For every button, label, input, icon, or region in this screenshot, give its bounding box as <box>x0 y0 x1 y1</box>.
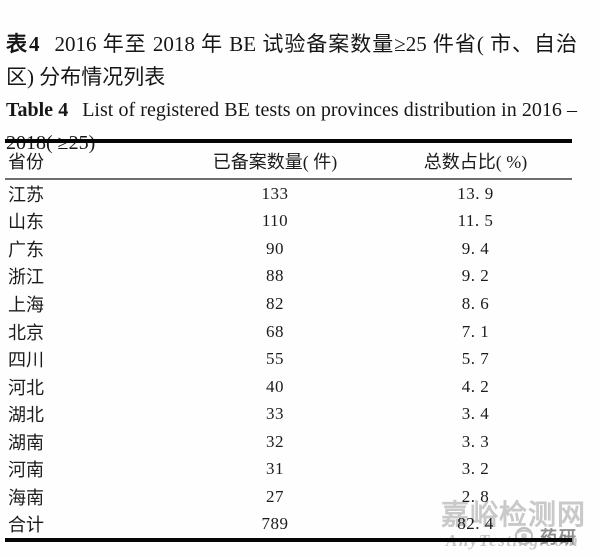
table-row: 湖北 33 3. 4 <box>5 400 572 428</box>
cell-pct: 2. 8 <box>461 486 490 506</box>
cell-province: 山东 <box>8 212 44 233</box>
cell-pct: 11. 5 <box>457 211 494 231</box>
table-row: 湖南 32 3. 3 <box>5 428 572 456</box>
cell-province: 浙江 <box>8 267 44 288</box>
cell-province: 北京 <box>8 322 44 343</box>
column-header-count: 已备案数量( 件) <box>212 151 338 172</box>
cell-count: 31 <box>266 459 284 479</box>
cell-pct: 3. 3 <box>461 431 490 451</box>
cell-pct: 13. 9 <box>457 183 494 203</box>
cell-province: 四川 <box>8 350 44 371</box>
table-title-zh-text: 2016 年至 2018 年 BE 试验备案数量≥25 件省( 市、自治区) 分… <box>6 32 578 89</box>
cell-pct: 3. 4 <box>461 404 490 424</box>
watermark-site-name: 嘉峪检测网 <box>441 500 587 531</box>
cell-province: 河南 <box>8 460 44 481</box>
cell-province: 湖北 <box>8 405 44 426</box>
cell-pct: 3. 2 <box>461 459 490 479</box>
table-row: 合计 789 82. 4 <box>5 511 572 539</box>
cell-pct: 5. 7 <box>461 349 490 369</box>
cell-pct: 9. 2 <box>461 266 490 286</box>
cell-count: 55 <box>266 349 284 369</box>
table-row: 上海 82 8. 6 <box>5 290 572 318</box>
cell-count: 789 <box>261 514 289 534</box>
cell-count: 110 <box>261 211 289 231</box>
cell-province: 上海 <box>8 294 44 315</box>
flower-logo-icon <box>514 526 534 546</box>
table-number-en: Table 4 <box>6 99 69 121</box>
watermark-brand-text: 药研 <box>540 528 578 547</box>
cell-count: 32 <box>266 431 284 451</box>
cell-pct: 7. 1 <box>461 321 490 341</box>
cell-count: 82 <box>266 293 284 313</box>
cell-province: 合计 <box>8 515 44 536</box>
table-row: 河南 31 3. 2 <box>5 455 572 483</box>
table-row: 海南 27 2. 8 <box>5 483 572 511</box>
cell-count: 40 <box>266 376 284 396</box>
cell-count: 133 <box>261 183 289 203</box>
table-row: 北京 68 7. 1 <box>5 318 572 346</box>
table-title-zh: 表4 2016 年至 2018 年 BE 试验备案数量≥25 件省( 市、自治区)… <box>6 28 577 94</box>
table-row: 四川 55 5. 7 <box>5 345 572 373</box>
cell-count: 33 <box>266 404 284 424</box>
watermark-brand: 药研 <box>514 523 578 548</box>
cell-count: 90 <box>266 238 284 258</box>
cell-pct: 8. 6 <box>461 293 490 313</box>
table-row: 广东 90 9. 4 <box>5 235 572 263</box>
be-registration-table: 省份 已备案数量( 件) 总数占比( %) 江苏 133 13. 9 山东 11… <box>5 139 572 543</box>
table-title-en: Table 4 List of registered BE tests on pr… <box>6 94 577 160</box>
cell-province: 广东 <box>8 239 44 260</box>
column-header-percentage: 总数占比( %) <box>423 151 528 172</box>
cell-province: 江苏 <box>8 184 44 205</box>
cell-count: 68 <box>266 321 284 341</box>
cell-province: 河北 <box>8 377 44 398</box>
column-header-province: 省份 <box>8 151 44 172</box>
cell-pct: 9. 4 <box>461 238 490 258</box>
table-row: 浙江 88 9. 2 <box>5 263 572 291</box>
cell-pct: 4. 2 <box>461 376 490 396</box>
table-number-zh: 表4 <box>6 32 41 56</box>
cell-province: 湖南 <box>8 432 44 453</box>
table-body: 江苏 133 13. 9 山东 110 11. 5 广东 90 9. 4 浙江 … <box>5 180 572 538</box>
table-row: 山东 110 11. 5 <box>5 208 572 236</box>
table-row: 河北 40 4. 2 <box>5 373 572 401</box>
cell-count: 27 <box>266 486 284 506</box>
table-row: 江苏 133 13. 9 <box>5 180 572 208</box>
cell-count: 88 <box>266 266 284 286</box>
cell-province: 海南 <box>8 487 44 508</box>
cell-pct: 82. 4 <box>457 514 494 534</box>
table-header-row: 省份 已备案数量( 件) 总数占比( %) <box>5 143 572 180</box>
